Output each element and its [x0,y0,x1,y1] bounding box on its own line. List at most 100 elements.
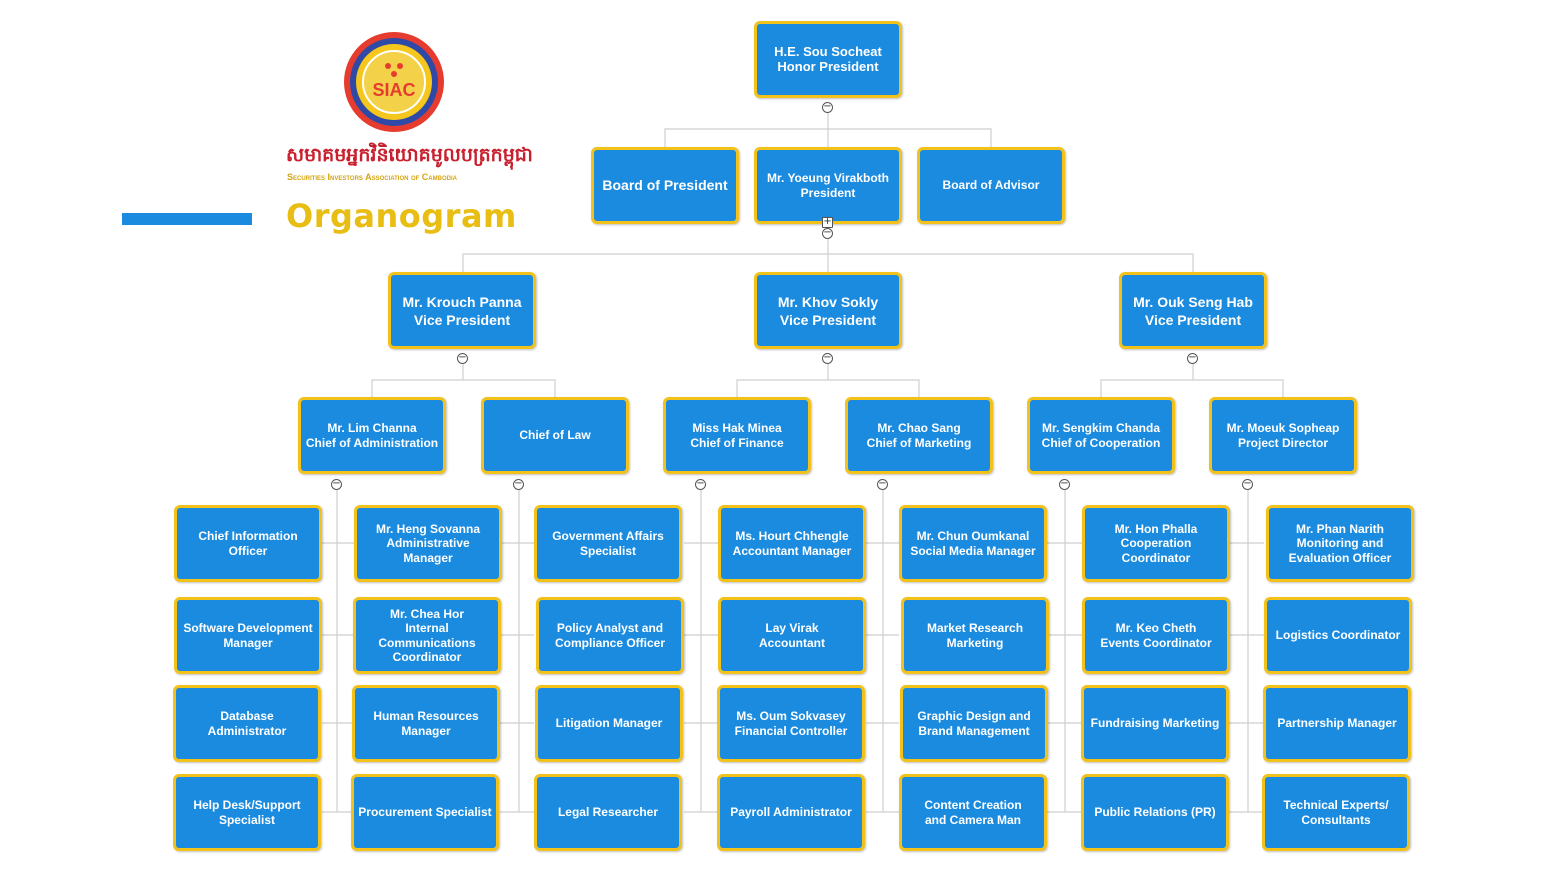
collapse-toggle-marketing[interactable]: − [877,478,888,490]
node-chief-of-finance[interactable]: Miss Hak Minea Chief of Finance [663,397,811,474]
node-board-of-president[interactable]: Board of President [591,147,739,224]
node-label-line: Chief of Law [519,428,591,443]
node-accountant-manager[interactable]: Ms. Hourt Chhengle Accountant Manager [718,505,866,582]
node-label-line: Content Creation [924,798,1022,812]
node-human-resources-manager[interactable]: Human Resources Manager [352,685,500,762]
collapse-toggle-project[interactable]: − [1242,478,1253,490]
node-label: Human Resources Manager [373,709,478,738]
node-board-of-advisor[interactable]: Board of Advisor [917,147,1065,224]
collapse-toggle-vp3[interactable]: − [1187,352,1198,364]
node-partnership-manager[interactable]: Partnership Manager [1263,685,1411,762]
node-label-line: Help Desk/Support [193,798,301,812]
node-label-line: Mr. Phan Narith [1295,521,1384,536]
node-label-line: Public Relations (PR) [1094,805,1216,820]
node-fundraising-marketing[interactable]: Fundraising Marketing [1081,685,1229,762]
node-administrative-manager[interactable]: Mr. Heng Sovanna Administrative Manager [354,505,502,582]
node-label-line: Lay Virak [765,621,819,635]
collapse-toggle-law[interactable]: − [513,478,524,490]
node-label-line: Internal [405,621,449,635]
node-help-desk-specialist[interactable]: Help Desk/Support Specialist [173,774,321,851]
node-market-research[interactable]: Market Research Marketing [901,597,1049,674]
node-software-development-manager[interactable]: Software Development Manager [174,597,322,674]
expand-toggle-president[interactable]: + [822,216,833,228]
node-label: Mr. Krouch Panna Vice President [402,293,521,329]
node-database-administrator[interactable]: Database Administrator [173,685,321,762]
node-label-line: Brand Management [918,723,1030,738]
node-payroll-administrator[interactable]: Payroll Administrator [717,774,865,851]
collapse-toggle-vp2[interactable]: − [822,352,833,364]
node-label: Board of President [602,178,727,193]
node-label-line: Mr. Ouk Seng Hab [1133,293,1253,310]
node-policy-analyst[interactable]: Policy Analyst and Compliance Officer [536,597,684,674]
node-label: Lay Virak Accountant [759,621,825,650]
node-label-line: Mr. Chao Sang [877,421,961,435]
node-label-line: Manager [223,635,273,650]
collapse-toggle-administration[interactable]: − [331,478,342,490]
collapse-toggle-president[interactable]: − [822,227,833,239]
node-label: Chief Information Officer [198,529,297,558]
node-label-line: Litigation Manager [555,716,663,731]
node-events-coordinator[interactable]: Mr. Keo Cheth Events Coordinator [1082,597,1230,674]
node-label-line: Board of President [602,177,728,194]
node-label: Mr. Chun Oumkanal Social Media Manager [910,529,1035,558]
node-vice-president-krouch-panna[interactable]: Mr. Krouch Panna Vice President [388,272,536,349]
node-government-affairs-specialist[interactable]: Government Affairs Specialist [534,505,682,582]
node-label-line: Human Resources [373,709,479,723]
node-procurement-specialist[interactable]: Procurement Specialist [351,774,499,851]
collapse-toggle-finance[interactable]: − [695,478,706,490]
node-label-line: Events Coordinator [1100,635,1212,650]
node-label-line: Database [220,709,274,723]
node-label: Database Administrator [208,709,287,738]
node-technical-experts[interactable]: Technical Experts/Consultants [1262,774,1410,851]
node-label: Chief of Law [519,428,590,443]
node-honor-president[interactable]: H.E. Sou Socheat Honor President [754,21,902,98]
node-litigation-manager[interactable]: Litigation Manager [535,685,683,762]
node-social-media-manager[interactable]: Mr. Chun Oumkanal Social Media Manager [899,505,1047,582]
siac-logo: SIAC [344,32,444,132]
node-vice-president-ouk-seng-hab[interactable]: Mr. Ouk Seng Hab Vice President [1119,272,1267,349]
node-label-line: Mr. Heng Sovanna [375,521,481,536]
node-logistics-coordinator[interactable]: Logistics Coordinator [1264,597,1412,674]
node-vice-president-khov-sokly[interactable]: Mr. Khov Sokly Vice President [754,272,902,349]
node-label-line: Social Media Manager [910,543,1036,558]
node-label-line: Manager [403,550,453,565]
node-monitoring-evaluation-officer[interactable]: Mr. Phan Narith Monitoring and Evaluation … [1266,505,1414,582]
node-internal-communications-coordinator[interactable]: Mr. Chea Hor Internal Communications Coordi… [353,597,501,674]
connector-line [462,253,1194,272]
node-label-line: Chief of Finance [690,435,784,450]
node-chief-of-marketing[interactable]: Mr. Chao Sang Chief of Marketing [845,397,993,474]
node-chief-of-law[interactable]: Chief of Law [481,397,629,474]
node-chief-of-administration[interactable]: Mr. Lim Channa Chief of Administration [298,397,446,474]
node-label-line: Procurement Specialist [358,805,492,820]
node-accountant[interactable]: Lay Virak Accountant [718,597,866,674]
node-project-director[interactable]: Mr. Moeuk Sopheap Project Director [1209,397,1357,474]
node-graphic-design[interactable]: Graphic Design and Brand Management [900,685,1048,762]
node-label-line: Vice President [1144,311,1242,328]
node-label-line: Cooperation [1120,536,1192,551]
node-public-relations[interactable]: Public Relations (PR) [1081,774,1229,851]
node-cooperation-coordinator[interactable]: Mr. Hon Phalla Cooperation Coordinator [1082,505,1230,582]
collapse-toggle-vp1[interactable]: − [457,352,468,364]
node-president[interactable]: Mr. Yoeung Virakboth President [754,147,902,224]
node-label: Procurement Specialist [358,805,491,820]
connector-line [736,379,920,397]
node-chief-information-officer[interactable]: Chief Information Officer [174,505,322,582]
organization-name-english: Securities Investors Association of Camb… [287,172,457,182]
node-label: Fundraising Marketing [1091,716,1220,731]
node-label: Mr. Khov Sokly Vice President [778,293,878,329]
node-financial-controller[interactable]: Ms. Oum Sokvasey Financial Controller [717,685,865,762]
node-label: Government Affairs Specialist [552,529,664,558]
node-legal-researcher[interactable]: Legal Researcher [534,774,682,851]
node-chief-of-cooperation[interactable]: Mr. Sengkim Chanda Chief of Cooperation [1027,397,1175,474]
collapse-toggle-honor[interactable]: − [822,101,833,113]
node-label-line: President [800,185,856,200]
node-label-line: Consultants [1301,812,1371,827]
node-label: Mr. Ouk Seng Hab Vice President [1133,293,1253,329]
node-label: Mr. Chea Hor Internal Communications Coordi… [378,607,475,665]
node-content-creation[interactable]: Content Creation and Camera Man [899,774,1047,851]
node-label: Public Relations (PR) [1094,805,1215,820]
node-label: Mr. Lim Channa Chief of Administration [306,421,438,450]
node-label-line: Monitoring and [1296,536,1384,551]
collapse-toggle-cooperation[interactable]: − [1059,478,1070,490]
node-label-line: Coordinator [392,650,462,664]
